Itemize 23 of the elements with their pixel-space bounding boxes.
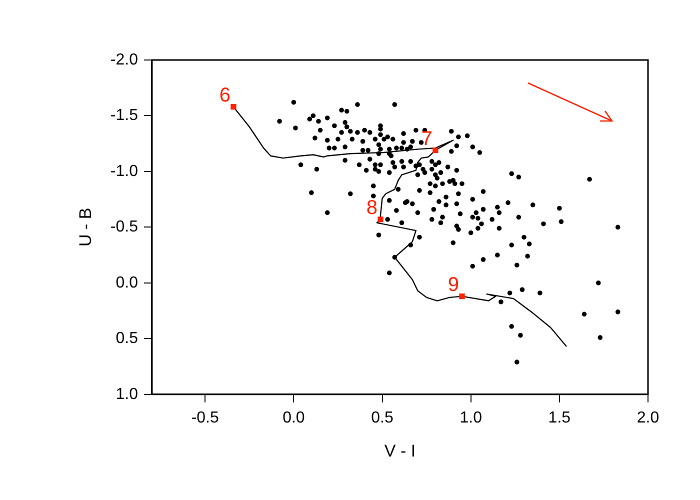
x-tick-label: 2.0 [636,409,660,426]
y-tick-label: 0.0 [116,274,138,292]
annotation: 9 [448,274,459,296]
annotation: 7 [421,128,432,150]
point [230,104,236,110]
x-tick-label: -0.5 [191,409,219,426]
y-tick-label: -1.0 [110,162,138,180]
x-tick-label: 0.5 [371,409,394,426]
y-tick-label: -1.5 [110,107,138,124]
point [432,147,438,154]
y-axis-title: U - B [76,208,95,247]
x-tick-label: 1.5 [548,409,571,426]
x-tick-label: 0.0 [282,409,305,426]
x-axis-title: V - I [384,441,416,460]
y-tick-label: -2.0 [110,51,138,68]
point [378,216,384,222]
annotation: 8 [366,196,378,219]
annotation: 6 [219,84,230,106]
y-tick-label: 0.5 [116,330,138,348]
y-tick-label: 1.0 [116,386,138,403]
x-tick-label: 1.0 [460,409,482,426]
point [459,293,465,300]
y-tick-label: -0.5 [110,218,138,236]
